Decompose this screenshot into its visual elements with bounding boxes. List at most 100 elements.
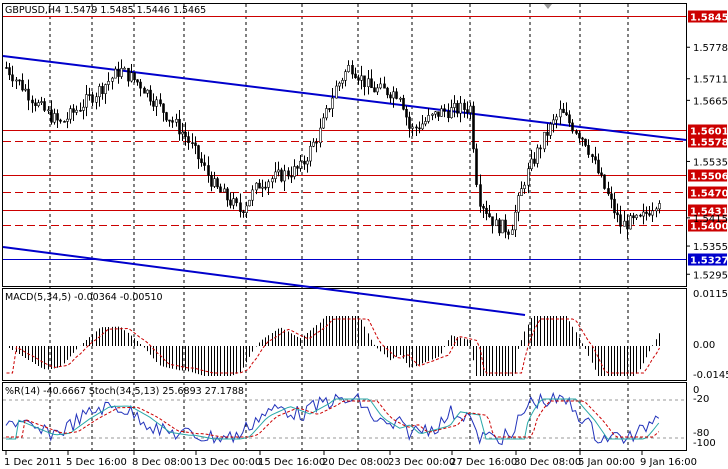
candle-body [354,73,357,79]
candle-body [328,108,331,110]
candle-body [559,108,562,118]
candle-body [11,74,14,82]
candle-body [479,184,482,207]
candle-body [88,94,91,96]
candle-body [63,121,66,123]
candle-body [5,67,8,69]
candle-body [152,100,155,107]
candle-body [360,75,363,81]
candle-body [651,210,654,216]
candle-body [130,72,133,82]
price-level-label: 1.5470 [690,189,728,200]
price-level-tag [688,124,727,137]
candle-body [197,145,200,160]
symbol-header: GBPUSD,H4 1.5479 1.5485 1.5446 1.5465 [5,5,206,16]
candle-body [386,87,389,96]
candle-body [37,102,40,106]
candle-body [56,113,59,121]
candle-body [50,109,53,123]
candle-body [101,86,104,94]
candle-body [552,119,555,125]
osc-tick-label: -100 [693,438,716,449]
candle-body [536,147,539,164]
candle-body [280,169,283,182]
candle-body [591,154,594,157]
candle-body [370,78,373,89]
candle-body [619,214,622,227]
candle-body [82,106,85,111]
candle-body [418,127,421,130]
candle-body [219,186,222,193]
price-level-tag [688,169,727,182]
candle-body [229,199,232,206]
candle-body [389,94,392,99]
candle-body [184,131,187,137]
candle-body [235,198,238,204]
candle-body [383,83,386,89]
oscillator-lines [3,391,686,446]
candle-body [613,198,616,214]
candle-body [213,178,216,187]
candle-body [539,147,542,150]
candle-body [607,188,610,195]
candle-body [216,178,219,188]
candle-body [578,133,581,139]
candle-body [283,170,286,182]
chart-shift-icon[interactable] [544,4,552,9]
candle-body [111,77,114,82]
candle-body [309,145,312,162]
candle-body [143,87,146,94]
candle-body [315,141,318,144]
candle-body [587,145,590,155]
price-tick-label: 1.5295 [693,270,728,281]
candle-body [616,212,619,216]
price-level-label: 1.5431 [690,207,728,218]
candle-body [338,82,341,87]
candle-body [469,105,472,113]
candle-body [440,108,443,117]
candle-body [533,158,536,164]
time-tick-label: 15 Dec 16:00 [258,457,325,468]
candle-body [72,108,75,113]
ohlc-values: 1.5479 1.5485 1.5446 1.5465 [64,5,207,16]
candle-body [242,211,245,214]
price-level-label: 1.5400 [690,222,728,233]
stoch-main-line [6,398,660,440]
candle-body [565,112,568,116]
stoch-signal-line [6,400,660,438]
candle-body [495,219,498,227]
candle-body [245,205,248,214]
osc-tick-label: -20 [693,394,709,405]
candle-body [629,215,632,230]
candle-body [293,166,296,177]
candle-body [107,81,110,85]
osc-title: %R(14) -40.6667 Stoch(34,5,13) 25.6893 2… [5,386,244,397]
candle-body [187,136,190,143]
lower-trendline[interactable] [2,246,526,316]
candle-body [507,231,510,235]
candle-body [168,119,171,122]
candle-body [427,115,430,122]
candle-body [411,126,414,129]
candle-body [31,99,34,104]
price-tick-label: 1.5778 [693,43,728,54]
candle-body [351,65,354,75]
macd-tick-label: -0.01451 [693,370,728,381]
candle-body [575,130,578,134]
time-tick-label: 20 Dec 08:00 [322,457,389,468]
candle-body [603,174,606,189]
candle-body [117,68,120,77]
main-panel-frame [2,3,687,287]
candle-body [466,109,469,113]
time-tick-label: 27 Dec 16:00 [450,457,517,468]
candle-body [437,111,440,117]
candle-body [597,159,600,174]
price-level-tag [688,219,727,232]
candle-body [53,113,56,123]
candle-body [104,84,107,94]
candle-body [114,68,117,79]
candle-body [491,216,494,227]
price-level-label: 1.5578 [690,138,728,149]
osc-tick-label: -80 [693,428,709,439]
